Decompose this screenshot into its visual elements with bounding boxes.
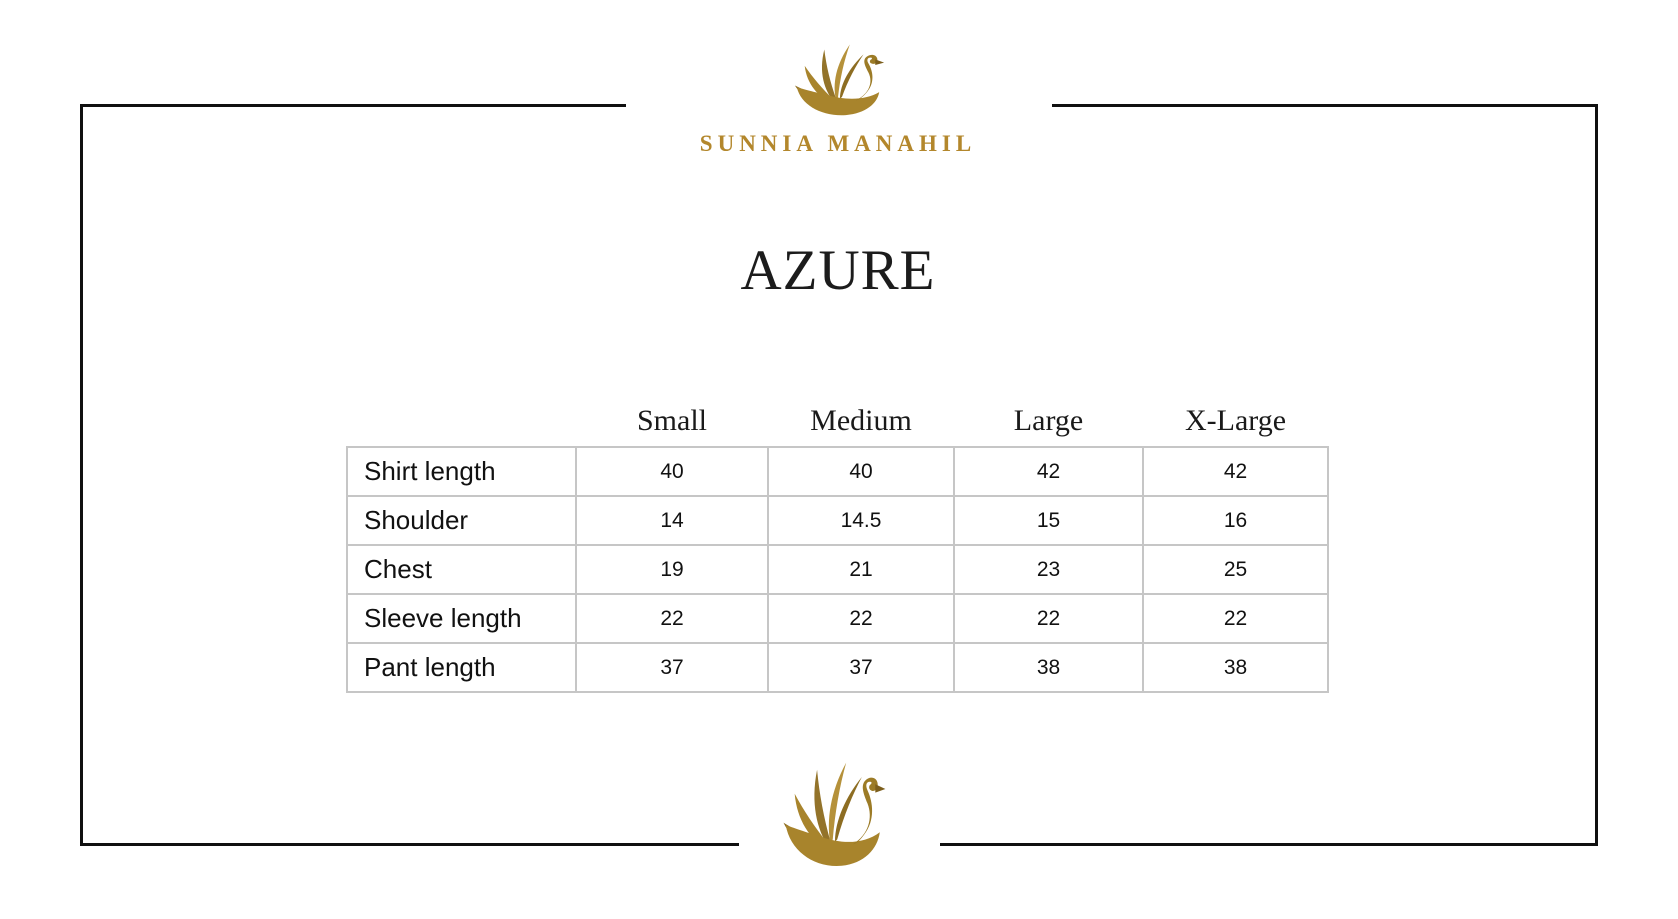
measurement-value: 37: [575, 642, 769, 693]
measurement-value: 25: [1142, 544, 1329, 595]
measurement-value: 22: [767, 593, 955, 644]
measurement-value: 37: [767, 642, 955, 693]
measurement-value: 19: [575, 544, 769, 595]
size-header-empty-cell: [347, 396, 576, 447]
measurement-row-pant-length: Pant length 37 37 38 38: [346, 642, 1329, 693]
brand-name: SUNNIA MANAHIL: [699, 131, 977, 156]
size-column-header-small: Small: [636, 404, 707, 437]
measurement-value: 42: [1142, 446, 1329, 497]
size-column-header-xlarge: X-Large: [1184, 404, 1287, 437]
measurement-value: 38: [953, 642, 1144, 693]
measurement-label: Chest: [346, 544, 577, 595]
measurement-value: 14.5: [767, 495, 955, 546]
swan-logo-icon: [794, 44, 885, 116]
measurement-value: 15: [953, 495, 1144, 546]
size-chart-table: Small Medium Large X-Large Shirt length …: [346, 396, 1329, 693]
measurement-value: 42: [953, 446, 1144, 497]
measurement-row-sleeve-length: Sleeve length 22 22 22 22: [346, 593, 1329, 644]
frame-border-right: [1595, 104, 1598, 846]
measurement-label: Shoulder: [346, 495, 577, 546]
measurement-label: Shirt length: [346, 446, 577, 497]
measurement-value: 40: [575, 446, 769, 497]
measurement-value: 14: [575, 495, 769, 546]
size-header-row: Small Medium Large X-Large: [347, 396, 1328, 447]
measurement-value: 22: [1142, 593, 1329, 644]
frame-border-left: [80, 104, 83, 846]
measurement-value: 38: [1142, 642, 1329, 693]
measurement-row-chest: Chest 19 21 23 25: [346, 544, 1329, 595]
measurement-value: 21: [767, 544, 955, 595]
measurement-value: 22: [953, 593, 1144, 644]
measurement-label: Sleeve length: [346, 593, 577, 644]
measurement-value: 22: [575, 593, 769, 644]
size-column-header-large: Large: [1013, 404, 1084, 437]
swan-logo-icon: [783, 762, 886, 867]
measurement-value: 40: [767, 446, 955, 497]
measurement-label: Pant length: [346, 642, 577, 693]
product-title: AZURE: [740, 239, 936, 302]
measurement-value: 23: [953, 544, 1144, 595]
measurement-row-shirt-length: Shirt length 40 40 42 42: [346, 446, 1329, 497]
frame-border-top-right: [1052, 104, 1598, 107]
frame-border-top-left: [80, 104, 626, 107]
measurement-value: 16: [1142, 495, 1329, 546]
measurement-row-shoulder: Shoulder 14 14.5 15 16: [346, 495, 1329, 546]
frame-border-bottom-right: [940, 843, 1598, 846]
size-column-header-medium: Medium: [810, 404, 912, 437]
frame-border-bottom-left: [80, 843, 739, 846]
